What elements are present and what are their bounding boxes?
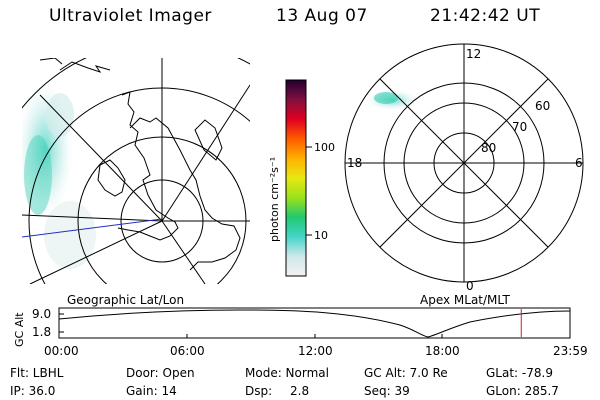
geo-caption: Geographic Lat/Lon: [67, 293, 184, 307]
timeline-xtick-1200: 12:00: [298, 344, 333, 358]
instrument-title: Ultraviolet Imager: [49, 6, 212, 26]
altitude-timeline: 9.0 1.8 GC Alt 00:00 06:00 12:00 18:00 2…: [13, 307, 588, 358]
timeline-xtick-0000: 00:00: [44, 344, 79, 358]
satellite-track: [22, 218, 163, 238]
timeline-xtick-2359: 23:59: [553, 344, 588, 358]
colorbar: 100 10 photon cm⁻²s⁻¹: [268, 79, 335, 277]
info-dsp-label: Dsp:: [245, 384, 273, 398]
aurora-emission-polar: [366, 90, 418, 110]
info-mode: Mode: Normal: [245, 366, 329, 380]
timeline-xtick-0600: 06:00: [170, 344, 205, 358]
altitude-curve: [58, 309, 571, 338]
mlat-label-60: 60: [535, 99, 550, 113]
geographic-map: Geographic Lat/Lon: [22, 58, 250, 307]
info-glat: GLat: -78.9: [486, 366, 553, 380]
mlt-label-0: 0: [466, 279, 474, 293]
info-gain: Gain: 14: [126, 384, 177, 398]
timeline-ytick-9: 9.0: [32, 307, 51, 321]
header-date: 13 Aug 07: [276, 6, 368, 26]
colorbar-unit-label: photon cm⁻²s⁻¹: [268, 157, 281, 242]
colorbar-tick-10: 10: [314, 229, 328, 242]
header-time: 21:42:42 UT: [430, 6, 541, 26]
timeline-ytick-1.8: 1.8: [32, 325, 51, 339]
timeline-xtick-1800: 18:00: [425, 344, 460, 358]
polar-caption: Apex MLat/MLT: [420, 293, 510, 307]
colorbar-tick-100: 100: [314, 141, 335, 154]
info-door: Door: Open: [126, 366, 195, 380]
info-seq: Seq: 39: [364, 384, 410, 398]
timeline-ylabel: GC Alt: [13, 312, 26, 347]
mlt-label-18: 18: [347, 156, 362, 170]
mlat-label-80: 80: [481, 141, 496, 155]
mlt-label-12: 12: [466, 47, 481, 61]
info-glon: GLon: 285.7: [486, 384, 559, 398]
info-gc-alt: GC Alt: 7.0 Re: [364, 366, 448, 380]
coastline: [59, 61, 241, 271]
aurora-emission-geo: [22, 82, 96, 269]
mlt-label-6: 6: [575, 156, 583, 170]
info-dsp-value: 2.8: [290, 384, 310, 398]
info-ip: IP: 36.0: [10, 384, 56, 398]
mlat-label-70: 70: [512, 120, 527, 134]
info-filter: Flt: LBHL: [10, 366, 64, 380]
polar-mlt-plot: 12 0 18 6 60 70 80 Apex MLat/MLT: [344, 43, 584, 307]
